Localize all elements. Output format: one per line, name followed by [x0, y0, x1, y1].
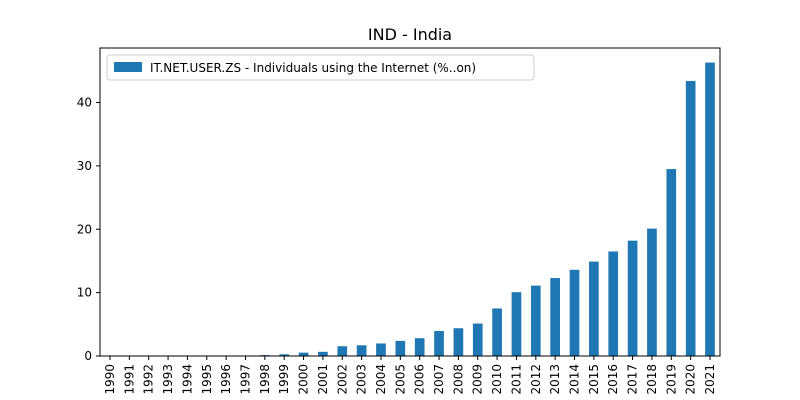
x-tick-label: 2015 — [587, 364, 601, 395]
x-tick-label: 2008 — [451, 364, 465, 395]
x-tick-label: 1993 — [161, 364, 175, 395]
y-tick-label: 30 — [77, 159, 92, 173]
x-tick-label: 2014 — [568, 364, 582, 395]
x-tick-label: 2000 — [297, 364, 311, 395]
x-tick-label: 2013 — [548, 364, 562, 395]
x-tick-label: 2005 — [393, 364, 407, 395]
bars — [202, 63, 715, 356]
x-tick-label: 2007 — [432, 364, 446, 395]
x-tick-label: 2016 — [606, 364, 620, 395]
x-tick-label: 2020 — [684, 364, 698, 395]
bar-2020 — [686, 81, 696, 356]
bar-2017 — [628, 241, 638, 356]
x-tick-label: 1992 — [142, 364, 156, 395]
x-tick-label: 2018 — [645, 364, 659, 395]
bar-2016 — [608, 251, 618, 356]
y-tick-label: 10 — [77, 286, 92, 300]
bar-2015 — [589, 262, 599, 356]
bar-2003 — [357, 345, 367, 356]
y-tick-label: 0 — [84, 349, 92, 363]
bar-2008 — [454, 328, 464, 356]
x-tick-label: 1991 — [122, 364, 136, 395]
x-tick-label: 1990 — [103, 364, 117, 395]
bar-2005 — [395, 341, 405, 356]
plot-frame — [100, 48, 720, 356]
x-tick-label: 2002 — [335, 364, 349, 395]
x-axis: 1990 1991 1992 1993 1994 1995 1996 1997 1998 1999… — [103, 356, 717, 395]
x-tick-label: 1994 — [180, 364, 194, 395]
x-tick-label: 1999 — [277, 364, 291, 395]
bar-2011 — [512, 292, 522, 356]
x-tick-label: 2004 — [374, 364, 388, 395]
x-tick-label: 2010 — [490, 364, 504, 395]
y-axis: 0 10 20 30 40 — [77, 96, 100, 363]
bar-2006 — [415, 338, 425, 356]
bar-2007 — [434, 331, 444, 356]
x-tick-label: 1996 — [219, 364, 233, 395]
y-tick-label: 20 — [77, 222, 92, 236]
bar-2010 — [492, 308, 502, 356]
bar-2014 — [570, 270, 580, 356]
bar-2000 — [299, 353, 309, 356]
x-tick-label: 2021 — [703, 364, 717, 395]
x-tick-label: 2019 — [664, 364, 678, 395]
x-tick-label: 2017 — [626, 364, 640, 395]
x-tick-label: 2001 — [316, 364, 330, 395]
chart-title: IND - India — [368, 25, 452, 44]
bar-2001 — [318, 352, 328, 356]
x-tick-label: 2006 — [413, 364, 427, 395]
legend: IT.NET.USER.ZS - Individuals using the I… — [107, 55, 534, 80]
x-tick-label: 1997 — [238, 364, 252, 395]
x-tick-label: 1998 — [258, 364, 272, 395]
bar-2018 — [647, 229, 657, 356]
bar-2021 — [705, 63, 715, 356]
x-tick-label: 1995 — [200, 364, 214, 395]
bar-2012 — [531, 286, 541, 356]
x-tick-label: 2011 — [509, 364, 523, 395]
legend-swatch — [114, 62, 142, 72]
legend-label: IT.NET.USER.ZS - Individuals using the I… — [150, 61, 476, 75]
bar-2009 — [473, 324, 483, 356]
bar-2004 — [376, 343, 386, 356]
bar-2019 — [666, 169, 676, 356]
x-tick-label: 2003 — [355, 364, 369, 395]
x-tick-label: 2012 — [529, 364, 543, 395]
bar-2013 — [550, 278, 560, 356]
x-tick-label: 2009 — [471, 364, 485, 395]
y-tick-label: 40 — [77, 96, 92, 110]
bar-2002 — [337, 346, 347, 356]
